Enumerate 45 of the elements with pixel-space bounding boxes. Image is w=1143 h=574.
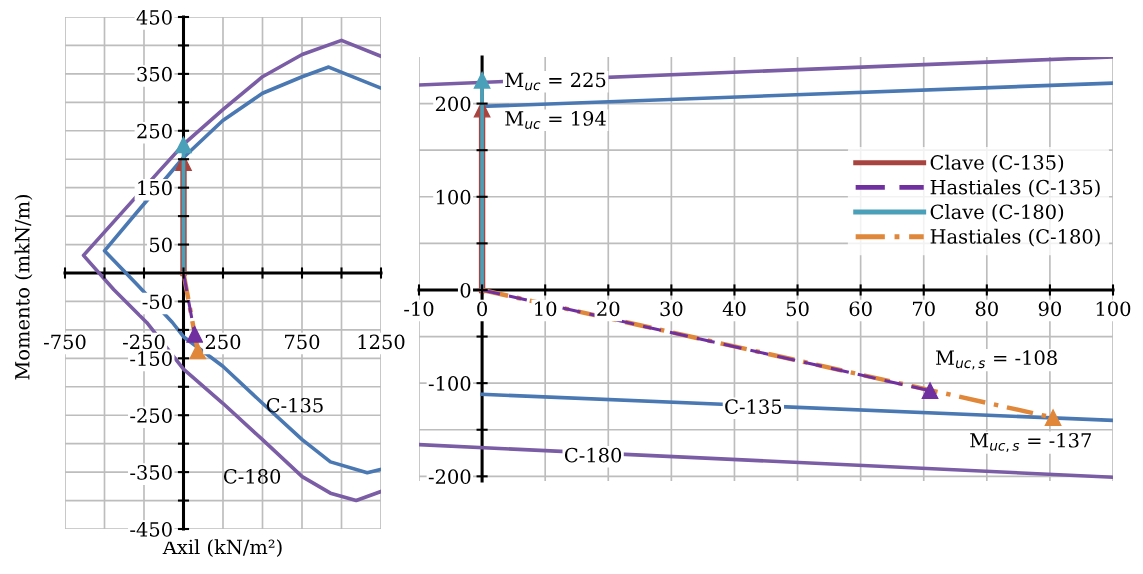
y-tick-label: 350 <box>137 66 172 82</box>
annotation: C-135 <box>725 399 782 414</box>
x-tick-label: 50 <box>786 301 809 317</box>
y-tick-label: 450 <box>136 9 172 25</box>
annotation: M$_{uc}$ = 194 <box>505 111 606 129</box>
y-tick-label: -200 <box>428 469 471 484</box>
y-tick-label: 200 <box>435 96 471 112</box>
annotation: M$_{uc,s}$ = -108 <box>936 350 1057 370</box>
x-tick-label: 80 <box>975 301 998 317</box>
x-tick-label: 30 <box>660 301 683 317</box>
x-axis-title: Axil (kN/m²) <box>162 539 282 558</box>
y-tick-label: -100 <box>428 376 471 391</box>
annotation: C-180 <box>564 447 622 463</box>
legend-label: Hastiales (C-180) <box>930 228 1100 247</box>
x-tick-label: 750 <box>285 334 320 350</box>
x-tick-label: 90 <box>1038 301 1061 317</box>
x-tick-label: 100 <box>1096 301 1131 317</box>
y-tick-label: 50 <box>149 237 172 253</box>
annotation: M$_{uc,s}$ = -137 <box>970 432 1091 453</box>
y-tick-label: 0 <box>460 282 471 298</box>
y-tick-label: -50 <box>142 294 172 310</box>
x-tick-label: 250 <box>205 334 241 350</box>
x-tick-label: -10 <box>404 301 434 317</box>
y-tick-label: -450 <box>130 521 172 537</box>
annotation: M$_{uc}$ = 225 <box>505 72 606 91</box>
y-tick-label: 100 <box>436 189 471 205</box>
x-tick-label: 10 <box>535 301 557 317</box>
x-tick-label: 70 <box>912 301 935 317</box>
annotation: C-135 <box>266 397 323 413</box>
y-tick-label: -250 <box>130 408 172 423</box>
y-tick-label: 250 <box>137 123 172 139</box>
y-axis-title: Momento (mkN/m) <box>14 194 33 380</box>
x-tick-label: 20 <box>597 301 620 317</box>
x-tick-label: 0 <box>477 301 487 317</box>
x-tick-label: 40 <box>722 301 746 317</box>
x-tick-label: 60 <box>849 301 872 317</box>
x-tick-label: -750 <box>44 334 86 350</box>
legend-label: Clave (C-135) <box>930 154 1064 173</box>
x-tick-label: 1250 <box>358 334 405 350</box>
y-tick-label: -350 <box>130 465 172 480</box>
legend-label: Hastiales (C-135) <box>930 179 1100 198</box>
annotation: C-180 <box>223 468 281 484</box>
y-tick-label: 150 <box>138 180 172 196</box>
y-tick-label: -150 <box>130 351 172 366</box>
legend-label: Clave (C-180) <box>930 204 1064 222</box>
